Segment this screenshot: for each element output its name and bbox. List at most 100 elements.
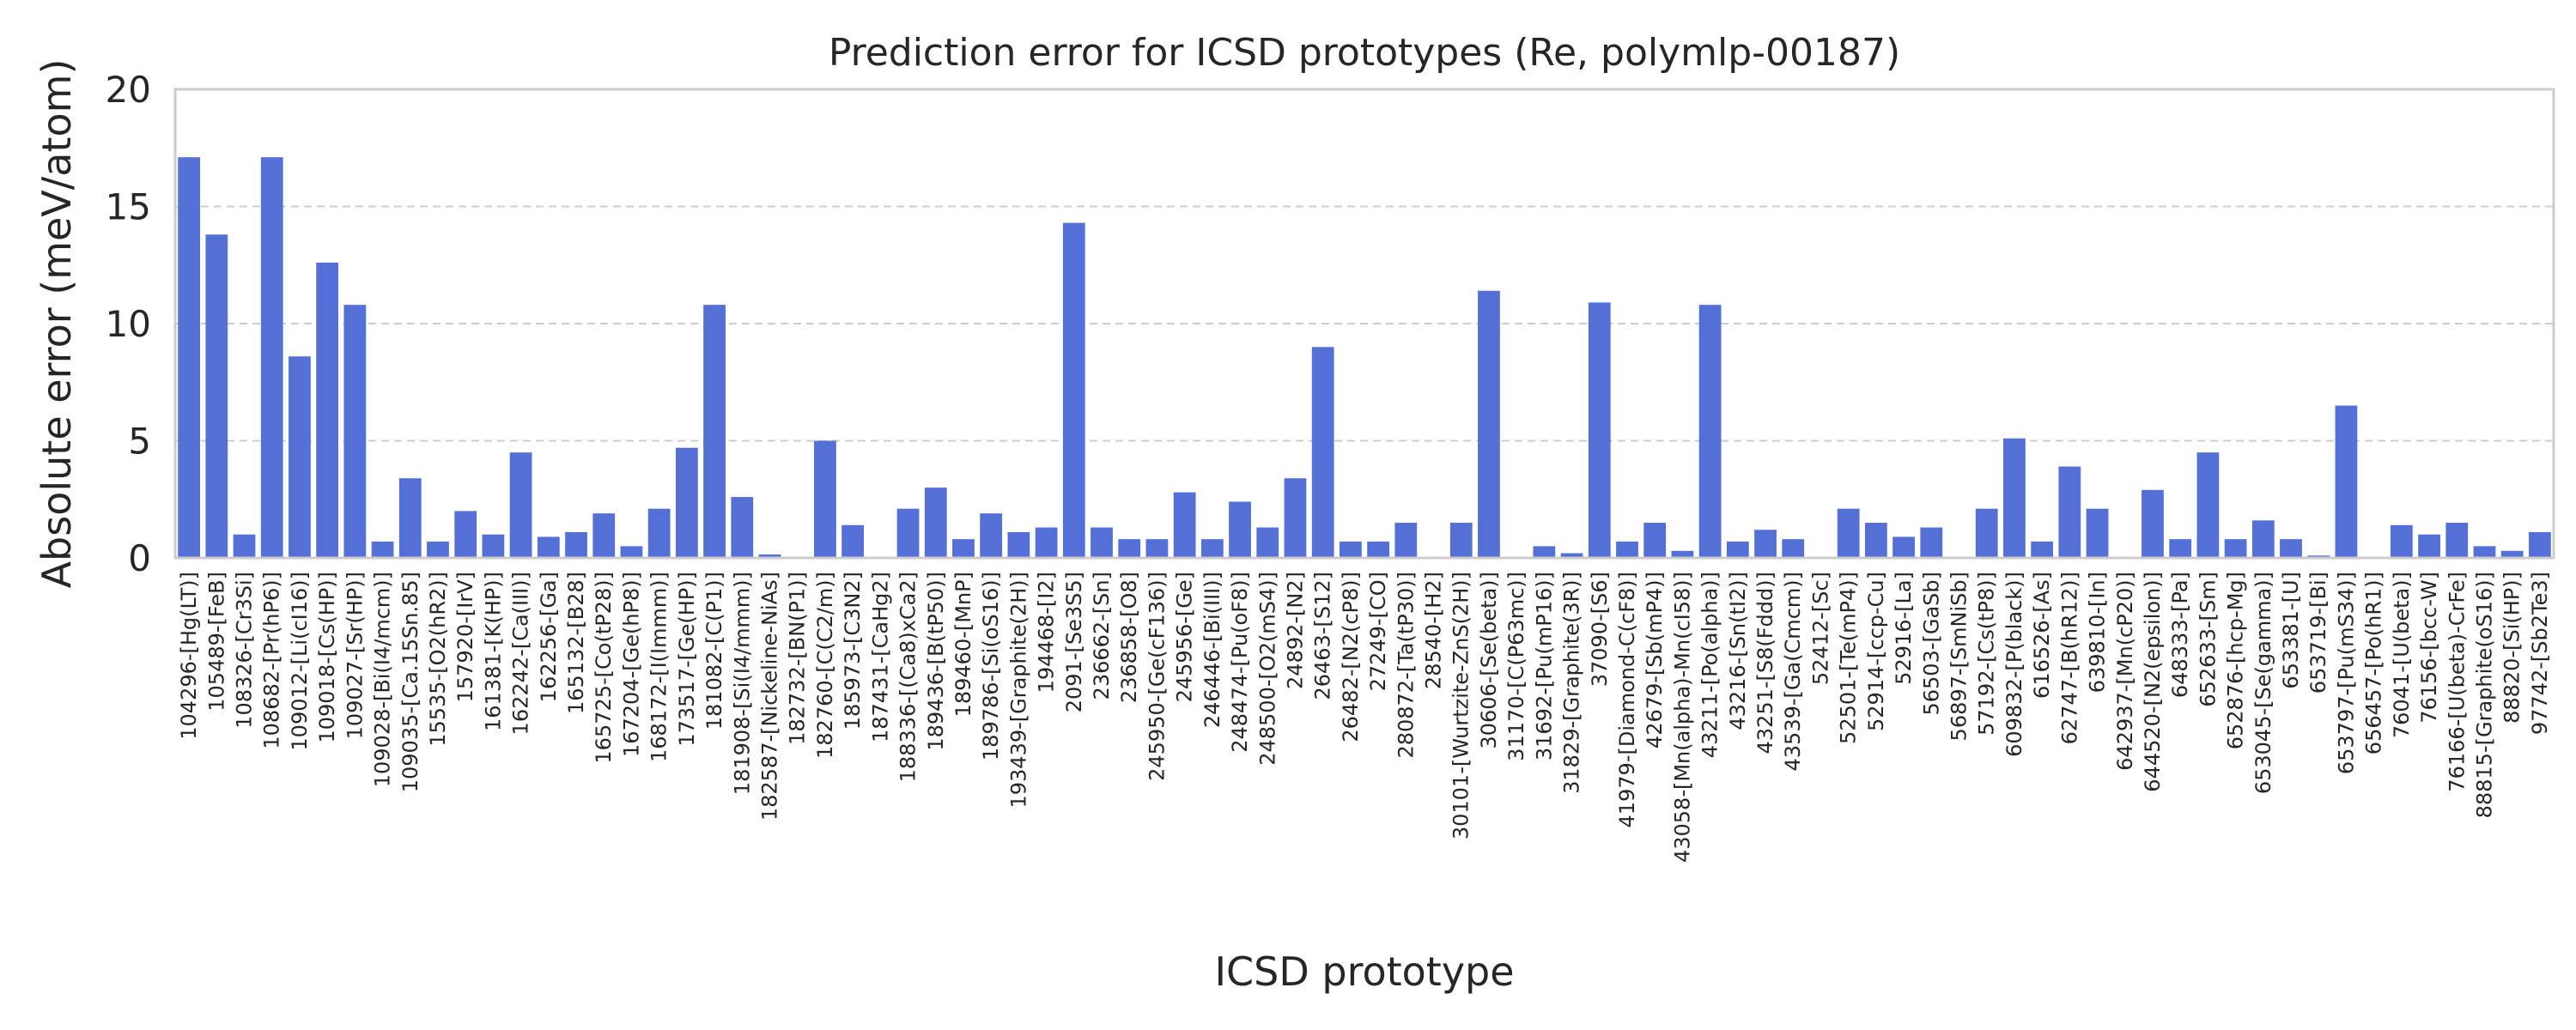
bar	[1754, 530, 1777, 558]
x-tick-label: 653045-[Se(gamma)]	[2251, 572, 2275, 794]
x-tick-label: 182732-[BN(P1)]	[786, 572, 810, 745]
bar	[592, 513, 616, 558]
x-tick-label: 43251-[S8(Fddd)]	[1753, 572, 1777, 754]
bar	[1200, 539, 1224, 558]
x-tick-label: 162242-[Ca(III)]	[509, 572, 533, 735]
y-tick-label: 15	[106, 186, 151, 228]
x-tick-label: 15535-[O2(hR2)]	[426, 572, 450, 747]
bar	[233, 534, 256, 558]
bar	[1229, 501, 1251, 558]
x-tick-label: 189460-[MnP]	[951, 572, 975, 717]
bar	[2445, 523, 2469, 558]
bar	[205, 234, 228, 558]
x-tick-label: 162256-[Ga]	[537, 572, 561, 702]
x-tick-label: 56897-[SmNiSb]	[1947, 572, 1971, 741]
x-tick-label: 182587-[Nickeline-NiAs]	[758, 572, 782, 821]
bar	[316, 263, 339, 558]
bar	[731, 497, 754, 558]
y-tick-label: 5	[128, 421, 151, 463]
y-tick-label: 20	[106, 69, 151, 111]
y-tick-label: 10	[106, 303, 151, 345]
x-tick-label: 173517-[Ge(HP)]	[675, 572, 699, 747]
x-tick-label: 193439-[Graphite(2H)]	[1006, 572, 1030, 809]
bar	[703, 305, 726, 558]
bar	[2335, 405, 2358, 558]
x-tick-label: 24892-[N2]	[1283, 572, 1307, 689]
x-tick-label: 43216-[Sn(tI2)]	[1726, 572, 1750, 730]
x-tick-label: 43539-[Ga(Cmcm)]	[1781, 572, 1805, 771]
x-tick-label: 181082-[C(P1)]	[702, 572, 726, 730]
bar	[1449, 523, 1473, 558]
bar	[343, 305, 367, 558]
x-tick-label: 52501-[Te(mP4)]	[1837, 572, 1861, 744]
bar	[1588, 302, 1611, 558]
x-tick-label: 108326-[Cr3Si]	[233, 572, 257, 729]
bar	[2031, 541, 2054, 558]
bar	[1091, 527, 1113, 558]
x-tick-label: 165132-[B28]	[564, 572, 588, 714]
x-tick-label: 652876-[hcp-Mg]	[2224, 572, 2248, 749]
x-tick-label: 167204-[Ge(hP8)]	[619, 572, 643, 757]
bar	[1478, 290, 1500, 558]
bar	[620, 546, 643, 558]
x-tick-label: 88820-[Si(HP)]	[2500, 572, 2524, 724]
bar	[2086, 508, 2109, 558]
y-axis-label: Absolute error (meV/atom)	[33, 59, 80, 589]
y-tick-label: 0	[128, 537, 151, 579]
bar	[2473, 546, 2496, 558]
x-tick-label: 109028-[Bi(I4/mcm)]	[371, 572, 395, 787]
x-tick-label: 642937-[Mn(cP20)]	[2113, 572, 2137, 771]
x-tick-label: 88815-[Graphite(oS16)]	[2472, 572, 2496, 818]
x-tick-label: 104296-[Hg(LT)]	[177, 572, 201, 740]
x-tick-label: 248474-[Pu(oF8)]	[1228, 572, 1252, 753]
bar	[1311, 347, 1334, 558]
bar	[1864, 523, 1887, 558]
x-tick-label: 648333-[Pa]	[2168, 572, 2192, 698]
x-tick-label: 26482-[N2(cP8)]	[1339, 572, 1363, 742]
x-tick-label: 28540-[H2]	[1422, 572, 1446, 689]
bar	[1782, 539, 1805, 558]
x-tick-label: 76166-[U(beta)-CrFe]	[2445, 572, 2469, 792]
bar	[2003, 438, 2026, 558]
x-tick-label: 52914-[ccp-Cu]	[1864, 572, 1888, 731]
x-tick-label: 76041-[U(beta)]	[2390, 572, 2414, 738]
gridlines	[175, 205, 2554, 442]
bar	[2280, 539, 2302, 558]
x-tick-label: 652633-[Sm]	[2196, 572, 2220, 707]
x-tick-label: 653797-[Pu(mS34)]	[2334, 572, 2358, 774]
x-tick-label: 189786-[Si(oS16)]	[979, 572, 1003, 760]
x-tick-label: 280872-[Ta(tP30)]	[1394, 572, 1418, 759]
bar	[1007, 531, 1030, 558]
bar	[2058, 466, 2081, 558]
y-tick-labels: 0 5 10 15 20	[106, 69, 151, 579]
bar	[2418, 534, 2440, 558]
bar	[260, 157, 283, 559]
bar	[2224, 539, 2247, 558]
bar	[2251, 520, 2275, 558]
bar	[371, 541, 394, 558]
bar	[1920, 527, 1943, 558]
bar	[1394, 523, 1418, 558]
bar	[1837, 508, 1860, 558]
x-tick-label: 52412-[Sc]	[1808, 572, 1832, 685]
bar	[2142, 489, 2164, 558]
x-tick-label: 182760-[C(C2/m)]	[813, 572, 837, 759]
bar	[1616, 541, 1638, 558]
bar	[509, 452, 532, 558]
x-tick-label: 52916-[La]	[1892, 572, 1916, 685]
x-tick-label: 189436-[B(tP50)]	[924, 572, 948, 751]
bar	[647, 508, 671, 558]
bar	[2196, 452, 2220, 558]
x-tick-label: 236858-[O8]	[1117, 572, 1141, 703]
bar	[1643, 523, 1667, 558]
bar	[1367, 541, 1389, 558]
x-tick-label: 42679-[Sb(mP4)]	[1643, 572, 1667, 748]
x-tick-label: 62747-[B(hR12)]	[2057, 572, 2081, 744]
x-tick-label: 109018-[Cs(HP)]	[315, 572, 339, 743]
bar	[1173, 492, 1196, 558]
x-tick-label: 188336-[(Ca8)xCa2]	[896, 572, 920, 782]
bar	[178, 157, 200, 559]
x-tick-label: 109035-[Ca.15Sn.85]	[398, 572, 422, 792]
x-tick-label: 161381-[K(HP)]	[481, 572, 505, 731]
